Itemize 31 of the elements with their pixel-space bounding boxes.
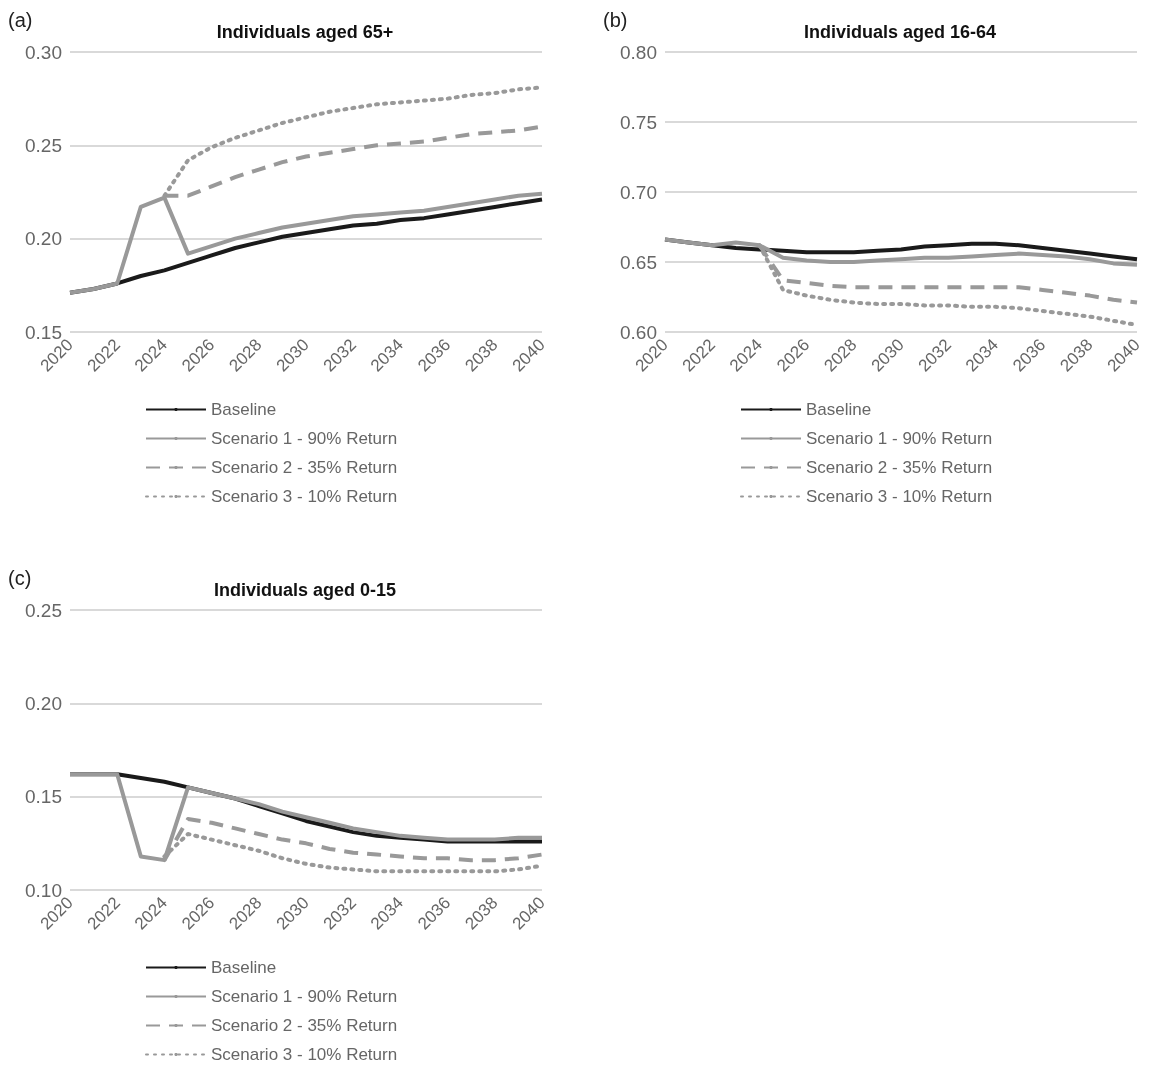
legend-label: Scenario 2 - 35% Return: [211, 1016, 398, 1035]
y-tick-label: 0.25: [25, 134, 62, 156]
text: (a): [8, 9, 33, 31]
y-tick-label: 0.25: [25, 599, 62, 621]
y-tick-label: 0.20: [25, 692, 62, 714]
legend-label: Scenario 3 - 10% Return: [211, 1045, 398, 1064]
y-tick-label: 0.75: [620, 111, 657, 133]
y-tick-label: 0.60: [620, 321, 657, 343]
chart-title: Individuals aged 65+: [216, 22, 394, 42]
text: (c): [8, 567, 32, 589]
legend-label: Scenario 2 - 35% Return: [806, 458, 993, 477]
y-tick-label: 0.70: [620, 181, 657, 203]
legend-label: Scenario 2 - 35% Return: [211, 458, 398, 477]
y-tick-label: 0.65: [620, 251, 657, 273]
y-tick-label: 0.15: [25, 786, 62, 808]
text: (b): [603, 9, 628, 31]
y-tick-label: 0.15: [25, 321, 62, 343]
legend-label: Scenario 1 - 90% Return: [211, 429, 398, 448]
legend-label: Baseline: [211, 400, 277, 419]
y-tick-label: 0.30: [25, 41, 62, 63]
chart-title: Individuals aged 16-64: [803, 22, 997, 42]
legend-label: Scenario 3 - 10% Return: [211, 487, 398, 506]
y-tick-label: 0.20: [25, 228, 62, 250]
legend-label: Scenario 1 - 90% Return: [806, 429, 993, 448]
y-tick-label: 0.10: [25, 879, 62, 901]
legend-label: Scenario 1 - 90% Return: [211, 987, 398, 1006]
chart-title: Individuals aged 0-15: [213, 580, 397, 600]
y-tick-label: 0.80: [620, 41, 657, 63]
legend-label: Baseline: [211, 958, 277, 977]
legend-label: Baseline: [806, 400, 872, 419]
legend-label: Scenario 3 - 10% Return: [806, 487, 993, 506]
